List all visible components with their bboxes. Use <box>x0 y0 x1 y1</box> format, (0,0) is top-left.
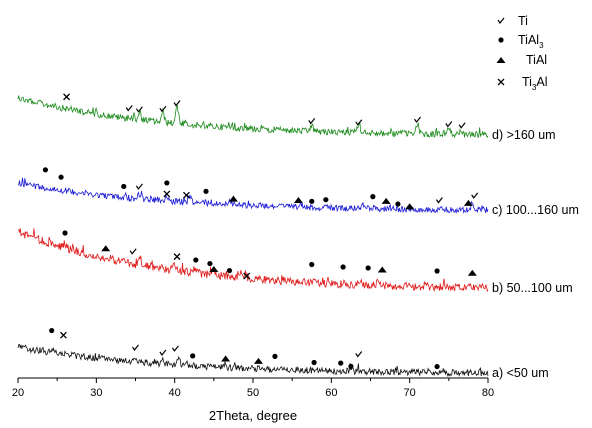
series-label-3: a) <50 um <box>492 366 549 380</box>
x-tick-label-70: 70 <box>404 387 416 399</box>
marker-check-s0-2 <box>135 106 143 113</box>
legend-symbol-dot <box>498 37 504 43</box>
marker-triangle-s1-8 <box>228 195 238 202</box>
marker-check-s0-5 <box>308 117 316 125</box>
marker-dot-s2-13 <box>434 268 440 274</box>
legend-symbol-cross <box>497 78 505 86</box>
marker-check-s0-7 <box>414 116 421 124</box>
marker-check-s2-2 <box>129 248 137 255</box>
series-label-2: b) 50...100 um <box>492 281 573 295</box>
marker-triangle-s3-6 <box>221 355 231 362</box>
marker-dot-s3-13 <box>434 363 440 370</box>
marker-check-s3-3 <box>159 349 167 357</box>
marker-dot-s1-12 <box>370 194 376 200</box>
marker-triangle-s3-7 <box>253 357 263 364</box>
marker-triangle-s1-17 <box>463 199 473 206</box>
legend: Ti TiAl3 TiAl Ti3Al <box>496 14 548 92</box>
marker-triangle-s1-15 <box>405 203 415 210</box>
legend-label-0: Ti <box>518 14 528 28</box>
marker-dot-s3-9 <box>311 359 317 366</box>
x-tick-label-50: 50 <box>247 387 259 399</box>
marker-check-s0-8 <box>445 121 453 128</box>
marker-check-s1-3 <box>135 183 143 190</box>
series-trace-1 <box>17 177 489 215</box>
marker-cross-s2-8 <box>243 272 251 280</box>
marker-check-s0-1 <box>125 105 133 112</box>
x-tick-label-30: 30 <box>90 387 102 399</box>
marker-triangle-s1-13 <box>381 197 391 204</box>
marker-dot-s2-7 <box>226 267 233 274</box>
x-tick-label-80: 80 <box>482 387 494 399</box>
marker-dot-s1-7 <box>203 188 209 194</box>
marker-dot-s2-9 <box>309 261 315 268</box>
marker-dot-s1-11 <box>323 197 329 203</box>
marker-cross-s1-5 <box>163 190 171 198</box>
series-layer <box>17 95 489 378</box>
marker-cross-s3-1 <box>59 331 67 339</box>
marker-triangle-s2-6 <box>209 265 219 272</box>
series-labels: d) >160 um c) 100...160 um b) 50...100 um a… <box>492 128 579 380</box>
marker-dot-s1-0 <box>42 167 49 173</box>
x-tick-label-20: 20 <box>12 387 24 399</box>
marker-dot-s3-0 <box>49 327 55 334</box>
marker-triangle-s2-1 <box>101 245 111 252</box>
series-trace-2 <box>17 228 489 293</box>
marker-triangle-s2-12 <box>377 266 387 273</box>
marker-cross-s0-0 <box>63 93 71 101</box>
marker-dot-s3-10 <box>338 360 344 366</box>
marker-check-s3-2 <box>132 344 139 351</box>
marker-cross-s2-3 <box>173 253 181 261</box>
marker-layer <box>42 93 479 370</box>
marker-check-s0-3 <box>159 105 167 113</box>
marker-dot-s2-5 <box>207 260 213 267</box>
series-trace-0 <box>17 95 489 139</box>
legend-symbol-check <box>497 17 505 25</box>
legend-label-1: TiAl3 <box>518 33 544 50</box>
legend-label-2: TiAl <box>526 53 547 67</box>
marker-triangle-s2-14 <box>467 269 477 276</box>
legend-symbol-triangle <box>496 57 506 63</box>
series-label-0: d) >160 um <box>492 128 556 142</box>
marker-dot-s1-14 <box>395 201 401 207</box>
marker-check-s0-4 <box>173 100 181 107</box>
marker-dot-s1-1 <box>58 174 64 180</box>
x-tick-label-60: 60 <box>325 387 337 399</box>
marker-dot-s1-4 <box>164 180 170 186</box>
marker-triangle-s1-9 <box>293 196 303 203</box>
series-label-1: c) 100...160 um <box>492 203 579 217</box>
x-tick-label-40: 40 <box>169 387 181 399</box>
marker-dot-s2-0 <box>62 230 68 236</box>
marker-dot-s1-2 <box>121 183 127 190</box>
series-trace-3 <box>17 344 489 378</box>
marker-dot-s3-11 <box>348 363 354 369</box>
marker-check-s3-12 <box>355 351 363 358</box>
legend-label-3: Ti3Al <box>522 75 548 92</box>
marker-dot-s3-5 <box>190 353 196 359</box>
marker-dot-s3-8 <box>272 353 278 359</box>
marker-cross-s1-6 <box>182 191 190 199</box>
marker-dot-s2-11 <box>365 265 371 271</box>
x-axis: 20 30 40 50 60 70 80 <box>12 377 494 399</box>
marker-check-s0-6 <box>355 119 363 126</box>
marker-dot-s1-10 <box>309 198 315 204</box>
marker-check-s1-16 <box>435 197 443 204</box>
marker-dot-s2-4 <box>193 257 199 263</box>
x-axis-title: 2Theta, degree <box>209 408 297 423</box>
marker-check-s0-9 <box>458 122 466 129</box>
marker-dot-s2-10 <box>340 264 346 270</box>
marker-check-s3-4 <box>171 345 179 352</box>
marker-check-s1-18 <box>471 192 479 199</box>
